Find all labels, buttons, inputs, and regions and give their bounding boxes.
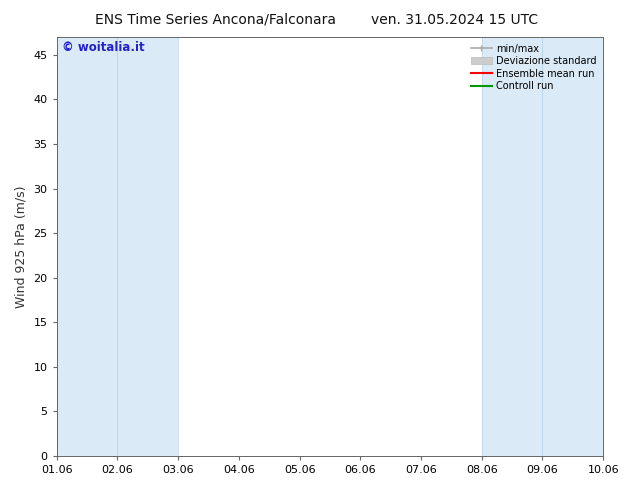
Legend: min/max, Deviazione standard, Ensemble mean run, Controll run: min/max, Deviazione standard, Ensemble m… — [469, 42, 598, 93]
Text: ENS Time Series Ancona/Falconara        ven. 31.05.2024 15 UTC: ENS Time Series Ancona/Falconara ven. 31… — [96, 12, 538, 26]
Y-axis label: Wind 925 hPa (m/s): Wind 925 hPa (m/s) — [15, 185, 28, 308]
Bar — [117, 37, 178, 456]
Text: © woitalia.it: © woitalia.it — [62, 41, 145, 54]
Bar — [56, 37, 117, 456]
Bar — [543, 37, 603, 456]
Bar — [482, 37, 543, 456]
